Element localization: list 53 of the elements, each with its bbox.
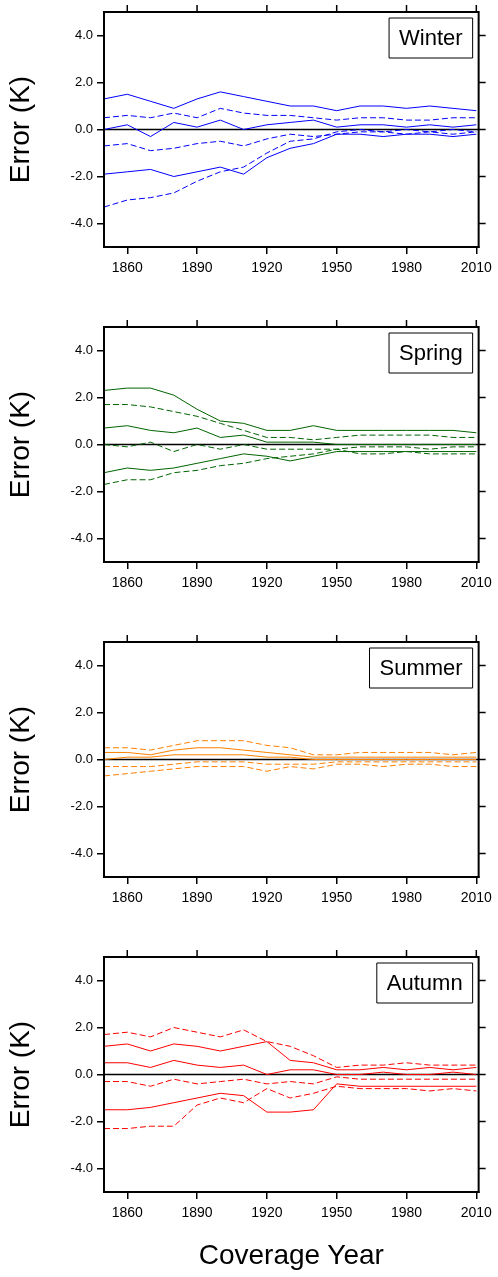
- x-tick-label: 2010: [460, 889, 493, 906]
- x-tick-label: 1950: [321, 259, 353, 276]
- x-tick-label: 1890: [181, 574, 213, 591]
- x-axis-title: Coverage Year: [198, 1238, 384, 1270]
- x-tick-label: 1890: [181, 889, 213, 906]
- text: Spring: [399, 340, 463, 366]
- x-tick-label: 1920: [251, 574, 283, 591]
- x-tick-label: 1920: [251, 889, 283, 906]
- y-tick-label: 2.0: [74, 1019, 93, 1035]
- x-tick-label: 1950: [321, 889, 353, 906]
- text: Autumn: [386, 970, 463, 996]
- y-tick-label: 0.0: [74, 121, 93, 137]
- x-tick-label: 2010: [460, 259, 493, 276]
- y-tick-label: -2.0: [70, 1113, 93, 1129]
- y-axis-title: Error (K): [3, 705, 35, 814]
- y-tick-label: -2.0: [70, 483, 93, 499]
- y-tick-label: 4.0: [74, 972, 93, 988]
- text: Winter: [399, 25, 463, 51]
- y-tick-label: -4.0: [70, 530, 93, 546]
- x-tick-label: 1860: [111, 574, 144, 591]
- x-tick-label: 1980: [390, 1204, 423, 1221]
- x-tick-label: 1860: [111, 259, 144, 276]
- x-tick-label: 1980: [390, 574, 423, 591]
- y-axis-title: Error (K): [3, 390, 35, 499]
- x-tick-label: 2010: [460, 574, 493, 591]
- y-tick-label: 2.0: [74, 74, 93, 90]
- x-tick-label: 1890: [181, 1204, 213, 1221]
- y-tick-label: -2.0: [70, 798, 93, 814]
- y-tick-label: 2.0: [74, 389, 93, 405]
- y-tick-label: 4.0: [74, 27, 93, 43]
- y-axis-title: Error (K): [3, 75, 35, 184]
- y-tick-label: 0.0: [74, 1066, 93, 1082]
- y-tick-label: 0.0: [74, 751, 93, 767]
- x-tick-label: 1890: [181, 259, 213, 276]
- x-tick-label: 1950: [321, 1204, 353, 1221]
- x-tick-label: 2010: [460, 1204, 493, 1221]
- y-tick-label: 4.0: [74, 342, 93, 358]
- x-tick-label: 1950: [321, 574, 353, 591]
- y-tick-label: -4.0: [70, 845, 93, 861]
- x-tick-label: 1980: [390, 889, 423, 906]
- y-axis-title: Error (K): [3, 1020, 35, 1129]
- x-tick-label: 1860: [111, 1204, 144, 1221]
- y-tick-label: 2.0: [74, 704, 93, 720]
- y-tick-label: 0.0: [74, 436, 93, 452]
- y-tick-label: -2.0: [70, 168, 93, 184]
- text: Summer: [379, 655, 463, 681]
- x-tick-label: 1980: [390, 259, 423, 276]
- y-tick-label: 4.0: [74, 657, 93, 673]
- y-tick-label: -4.0: [70, 1160, 93, 1176]
- x-tick-label: 1860: [111, 889, 144, 906]
- x-tick-label: 1920: [251, 259, 283, 276]
- x-tick-label: 1920: [251, 1204, 283, 1221]
- y-tick-label: -4.0: [70, 215, 93, 231]
